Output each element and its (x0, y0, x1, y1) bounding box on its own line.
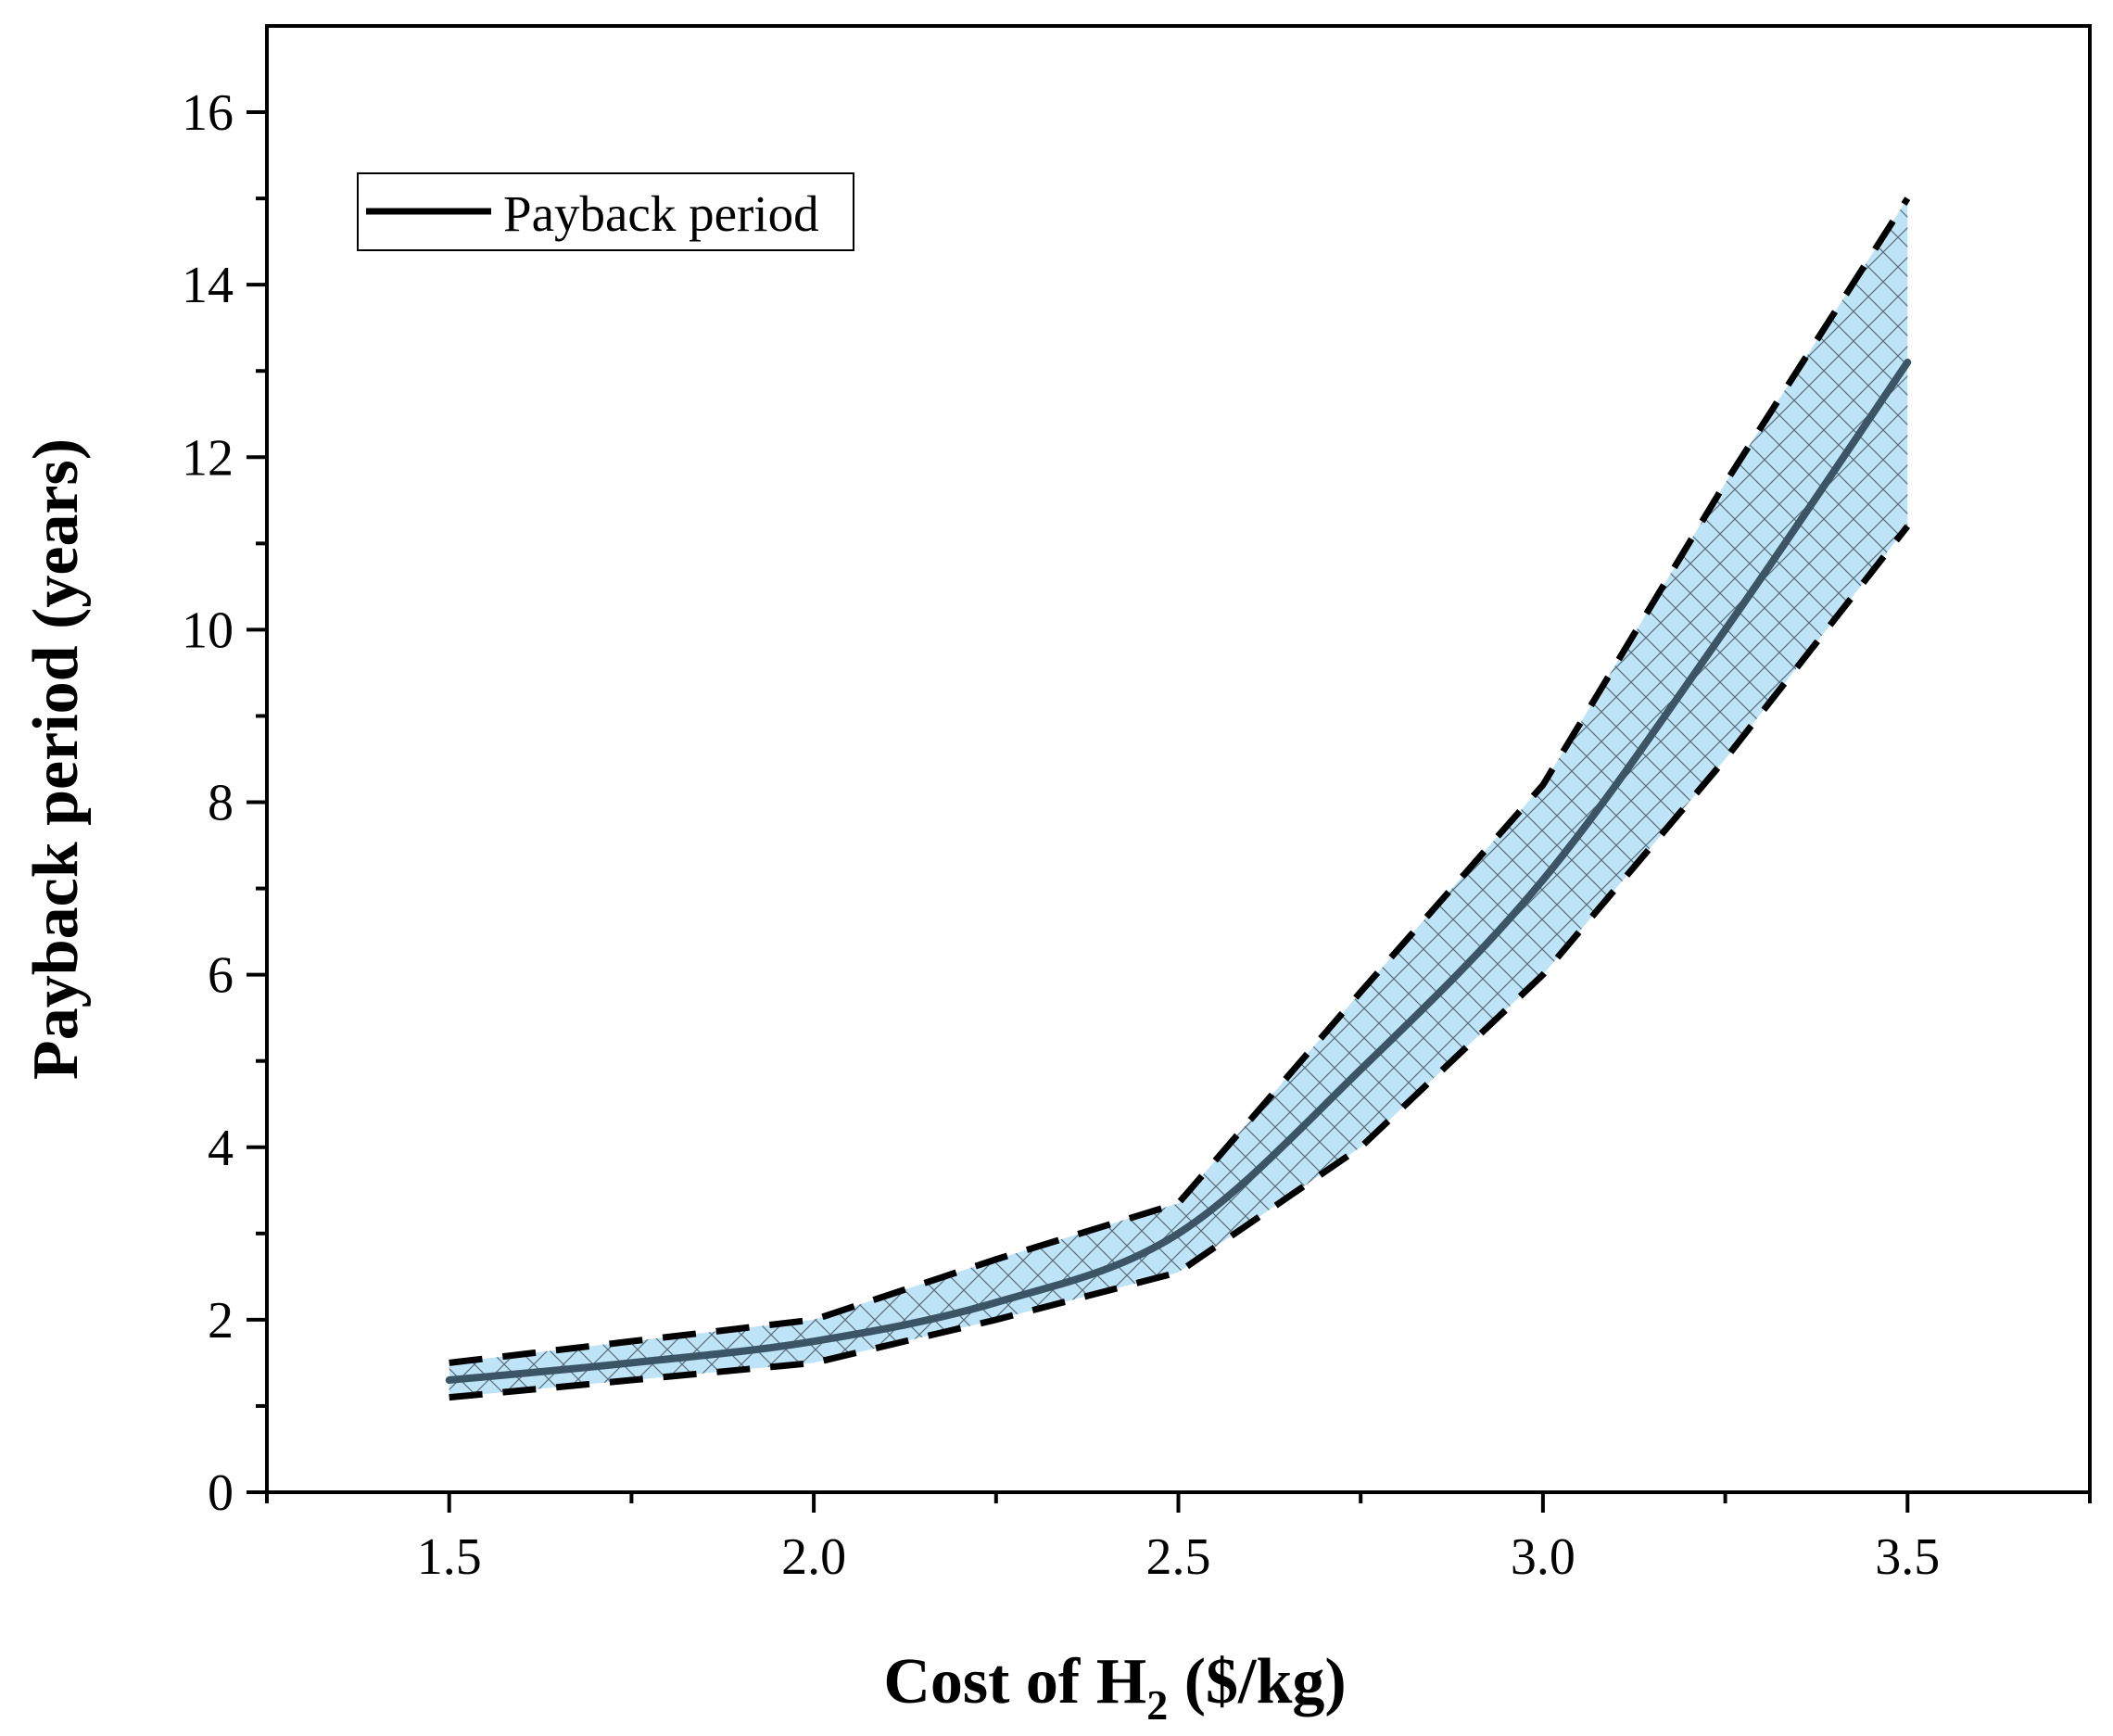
uncertainty-band (449, 198, 1908, 1398)
y-axis-title: Payback period (years) (20, 438, 92, 1080)
y-tick-label: 6 (208, 947, 234, 1005)
payback-period-line (445, 358, 1912, 1385)
band-hatch (449, 198, 1908, 1398)
series-lines (445, 196, 1912, 1401)
legend-label: Payback period (503, 185, 819, 242)
y-tick-label: 16 (182, 84, 234, 142)
y-tick-label: 12 (182, 429, 234, 487)
y-tick-label: 4 (208, 1120, 234, 1177)
y-tick-label: 2 (208, 1292, 234, 1350)
x-tick-label: 3.5 (1875, 1528, 1940, 1586)
x-axis-title: Cost of H2 ($/kg) (883, 1646, 1346, 1729)
x-tick-label: 2.0 (781, 1528, 846, 1586)
x-axis: 1.5 2.0 2.5 3.0 3.5 (265, 1492, 2092, 1586)
x-tick-label: 3.0 (1511, 1528, 1575, 1586)
y-axis: 0 2 4 6 8 10 12 14 16 (182, 84, 267, 1522)
upper-bound-line (449, 196, 1911, 1366)
legend: Payback period (357, 172, 854, 251)
y-tick-label: 14 (182, 257, 234, 314)
x-tick-label: 1.5 (417, 1528, 482, 1586)
x-axis-title-suffix: ($/kg) (1168, 1646, 1347, 1717)
lower-bound-line (449, 524, 1911, 1401)
y-tick-label: 0 (208, 1464, 234, 1522)
x-axis-title-subscript: 2 (1146, 1681, 1168, 1729)
y-tick-label: 10 (182, 602, 234, 659)
x-tick-label: 2.5 (1146, 1528, 1211, 1586)
y-tick-label: 8 (208, 775, 234, 832)
